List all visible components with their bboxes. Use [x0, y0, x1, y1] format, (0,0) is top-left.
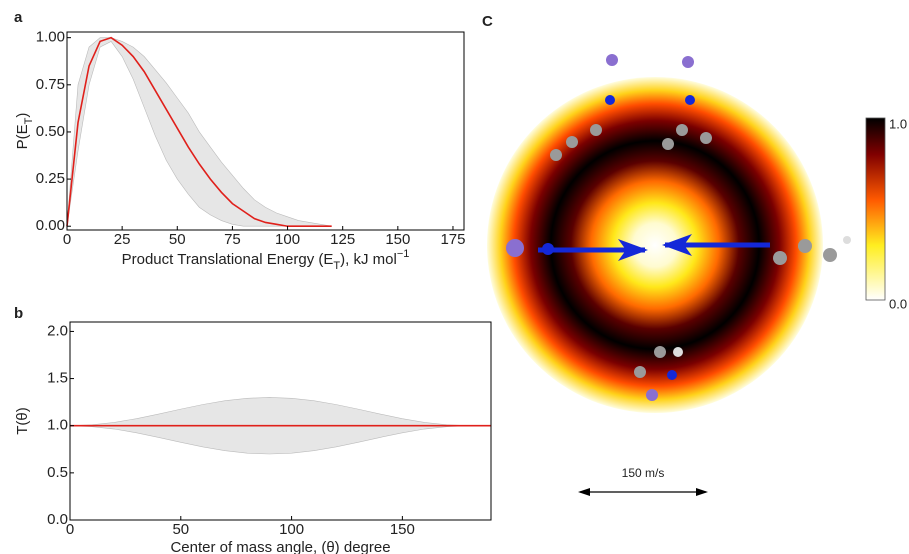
x-tick-label: 150 — [385, 231, 410, 248]
axis-label-part: T(θ) — [14, 407, 31, 435]
axis-label-part: −1 — [397, 248, 410, 260]
y-tick-label: 0.50 — [36, 123, 65, 140]
flux-image — [487, 77, 823, 413]
axis-label-part: T — [23, 117, 35, 124]
y-tick-label: 0.5 — [47, 464, 68, 481]
arrowhead — [696, 488, 708, 496]
axis-label-part: Product Translational Energy (E — [122, 251, 334, 268]
plot-frame — [69, 321, 492, 521]
axis-label-part: Center of mass angle, (θ) degree — [170, 539, 390, 554]
panel-label: C — [482, 13, 493, 30]
uncertainty-band — [66, 37, 332, 227]
panel-label: b — [14, 305, 23, 322]
flux-map: 150 m/s 1.0 0.0 — [487, 54, 907, 496]
axis-label-part: T — [333, 260, 340, 272]
colorbar-tick-label: 0.0 — [889, 296, 907, 311]
x-tick-label: 125 — [330, 231, 355, 248]
atom — [506, 239, 524, 257]
axis-label-part: ), kJ mol — [340, 251, 397, 268]
arrowhead — [662, 234, 692, 256]
x-tick-label: 50 — [169, 231, 186, 248]
plot-frame — [66, 31, 465, 231]
axis-label: P(ET) — [14, 113, 35, 150]
y-tick-label: 1.0 — [47, 417, 68, 434]
x-tick-label: 50 — [172, 521, 189, 538]
colorbar — [865, 117, 886, 301]
colorbar-tick-label: 1.0 — [889, 116, 907, 131]
y-tick-label: 0.0 — [47, 511, 68, 528]
x-tick-label: 0 — [66, 521, 74, 538]
scale-label: 150 m/s — [622, 466, 665, 480]
y-tick-label: 0.25 — [36, 170, 65, 187]
x-tick-label: 150 — [390, 521, 415, 538]
axis-label: Product Translational Energy (ET), kJ mo… — [122, 248, 410, 272]
arrowhead — [578, 488, 590, 496]
x-tick-label: 100 — [279, 521, 304, 538]
x-tick-label: 75 — [224, 231, 241, 248]
x-tick-label: 100 — [275, 231, 300, 248]
y-tick-label: 0.00 — [36, 217, 65, 234]
axis-label-part: P(E — [14, 124, 31, 149]
axis-label-part: ) — [14, 113, 31, 118]
y-tick-label: 1.00 — [36, 29, 65, 46]
x-tick-label: 0 — [63, 231, 71, 248]
axis-label: T(θ) — [14, 407, 31, 435]
arrowhead — [618, 239, 648, 261]
panel-label: a — [14, 9, 23, 26]
x-tick-label: 25 — [114, 231, 131, 248]
y-tick-label: 1.5 — [47, 370, 68, 387]
molecule — [550, 54, 851, 401]
atom — [542, 243, 554, 255]
y-tick-label: 0.75 — [36, 76, 65, 93]
x-tick-label: 175 — [440, 231, 465, 248]
axis-label: Center of mass angle, (θ) degree — [170, 539, 390, 554]
y-tick-label: 2.0 — [47, 322, 68, 339]
